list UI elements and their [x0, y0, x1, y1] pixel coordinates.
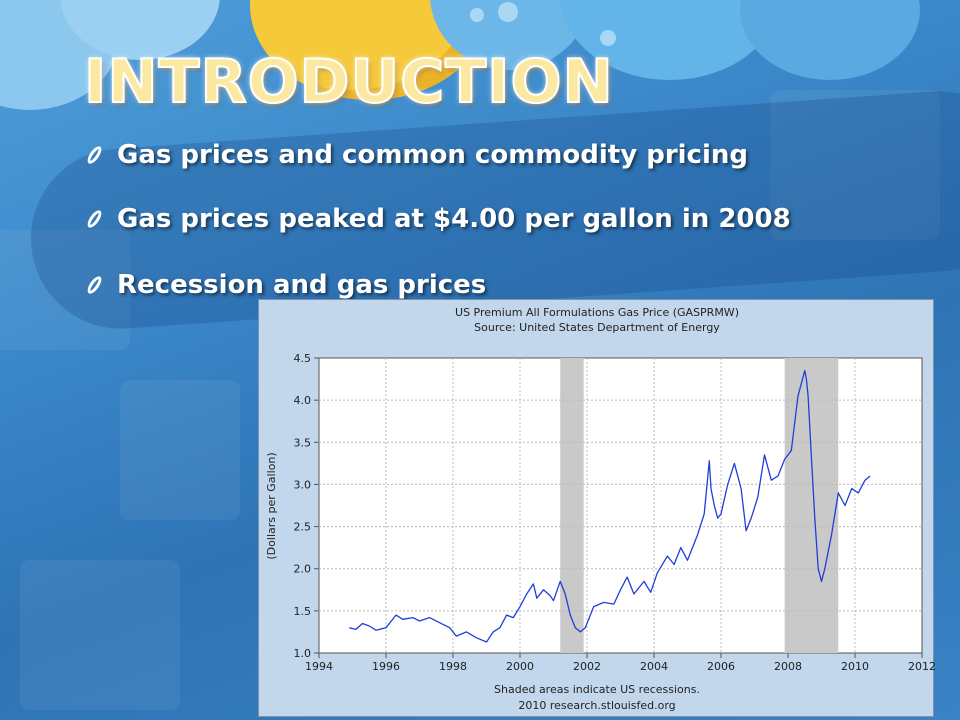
y-tick-label: 4.5: [294, 352, 312, 365]
decorative-dot: [600, 30, 616, 46]
y-tick-label: 1.5: [294, 605, 312, 618]
y-tick-label: 3.5: [294, 436, 312, 449]
x-tick-label: 1994: [305, 660, 333, 673]
bullet-text: Gas prices and common commodity pricing: [117, 140, 748, 170]
x-tick-label: 2004: [640, 660, 668, 673]
y-tick-label: 2.0: [294, 563, 312, 576]
background-tile: [0, 230, 130, 350]
bullet-ring-icon: [85, 144, 104, 166]
recession-band: [784, 358, 839, 653]
x-tick-label: 2000: [506, 660, 534, 673]
x-tick-label: 2010: [841, 660, 869, 673]
bullet-text: Recession and gas prices: [117, 270, 487, 300]
x-tick-label: 2002: [573, 660, 601, 673]
background-tile: [770, 90, 940, 240]
y-tick-label: 1.0: [294, 647, 312, 660]
chart-subtitle: Source: United States Department of Ener…: [474, 321, 720, 334]
recession-band: [560, 358, 584, 653]
x-tick-label: 2008: [774, 660, 802, 673]
background-tile: [120, 380, 240, 520]
slide-title: INTRODUCTION: [83, 47, 614, 117]
chart-footer-note: Shaded areas indicate US recessions.: [494, 683, 700, 696]
cloud-shape: [740, 0, 920, 80]
x-tick-label: 1998: [439, 660, 467, 673]
y-tick-label: 3.0: [294, 478, 312, 491]
chart-title: US Premium All Formulations Gas Price (G…: [455, 306, 739, 319]
bullet-item: Gas prices and common commodity pricing: [85, 135, 748, 175]
y-axis-label: (Dollars per Gallon): [265, 452, 278, 559]
x-tick-label: 2012: [908, 660, 935, 673]
bullet-item: Recession and gas prices: [85, 265, 487, 305]
decorative-dot: [498, 2, 518, 22]
x-tick-label: 1996: [372, 660, 400, 673]
decorative-dot: [470, 8, 484, 22]
bullet-item: Gas prices peaked at $4.00 per gallon in…: [85, 199, 791, 239]
series-line: [349, 369, 871, 643]
y-tick-label: 2.5: [294, 521, 312, 534]
x-tick-label: 2006: [707, 660, 735, 673]
y-tick-label: 4.0: [294, 394, 312, 407]
chart-footer-source: 2010 research.stlouisfed.org: [518, 699, 675, 712]
background-tile: [20, 560, 180, 710]
gas-price-chart: US Premium All Formulations Gas Price (G…: [265, 306, 935, 712]
chart-panel: US Premium All Formulations Gas Price (G…: [258, 299, 935, 717]
bullet-text: Gas prices peaked at $4.00 per gallon in…: [117, 204, 791, 234]
